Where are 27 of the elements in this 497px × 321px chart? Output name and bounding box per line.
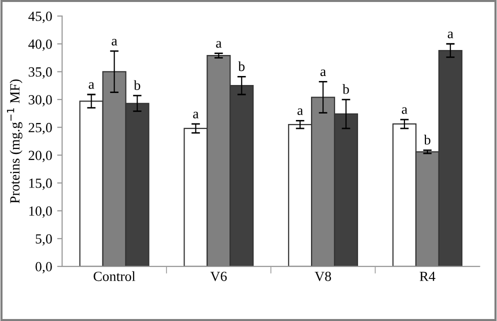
y-tick-label: 20,0 <box>28 150 52 162</box>
y-tick-label: 5,0 <box>36 234 52 246</box>
y-axis-title: Proteins (mg.g$^{−1}$ MF) <box>6 79 22 204</box>
y-tick-label: 35,0 <box>28 67 52 79</box>
data-label: b <box>238 61 245 72</box>
data-label: a <box>216 41 222 48</box>
y-tick-label: 40,0 <box>28 39 52 51</box>
x-tick-label: Control <box>94 271 136 282</box>
data-label: a <box>320 69 326 76</box>
data-label: a <box>402 107 408 114</box>
data-label: b <box>134 80 140 90</box>
x-tick-label: V8 <box>314 272 332 282</box>
y-tick-label: 0,0 <box>36 262 52 274</box>
y-tick-label: 10,0 <box>29 206 52 218</box>
data-label: a <box>88 82 94 89</box>
y-tick-label: 25,0 <box>28 122 52 134</box>
x-tick-label: V6 <box>210 272 227 282</box>
data-label: a <box>297 108 303 116</box>
x-tick-label: R4 <box>420 272 436 281</box>
data-label: a <box>112 38 118 46</box>
y-tick-label: 15,0 <box>29 178 52 190</box>
y-tick-label: 45,0 <box>28 12 52 24</box>
data-label: a <box>193 112 199 118</box>
y-tick-label: 30,0 <box>28 95 52 106</box>
data-label: a <box>448 32 454 38</box>
data-label: b <box>424 134 430 145</box>
data-label: b <box>342 84 349 94</box>
